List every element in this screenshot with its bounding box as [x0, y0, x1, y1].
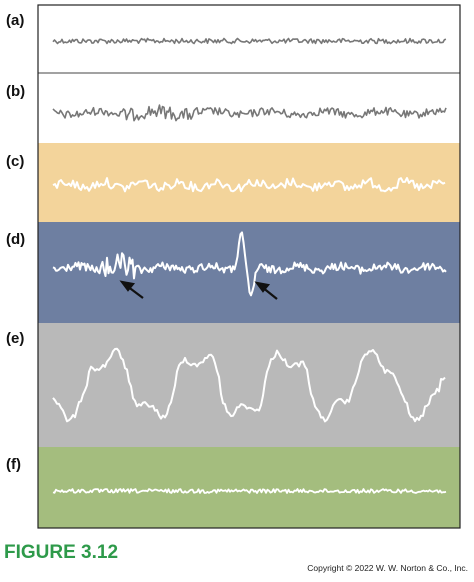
figure-label: FIGURE 3.12: [4, 542, 118, 563]
panel-label: (c): [6, 153, 24, 170]
panel-label: (b): [6, 83, 25, 100]
panel-label: (a): [6, 12, 24, 29]
frame: [37, 4, 461, 529]
arrows: [119, 280, 278, 300]
traces: [52, 37, 447, 494]
panel-label: (d): [6, 231, 25, 248]
panel-d-bg: [38, 222, 460, 323]
panel-f-bg: [38, 447, 460, 528]
eeg-trace: [52, 231, 447, 297]
eeg-trace: [52, 37, 447, 45]
eeg-trace: [52, 104, 447, 122]
panel-c-bg: [38, 143, 460, 222]
eeg-trace: [52, 488, 447, 494]
eeg-trace: [52, 347, 446, 423]
arrowhead: [254, 281, 271, 293]
panel-e-bg: [38, 323, 460, 447]
panel-label: (f): [6, 456, 21, 473]
eeg-trace: [52, 177, 446, 193]
arrowhead: [119, 280, 136, 292]
panel-a-bg: [38, 5, 460, 73]
copyright: Copyright © 2022 W. W. Norton & Co., Inc…: [307, 563, 468, 573]
panel-label: (e): [6, 330, 24, 347]
